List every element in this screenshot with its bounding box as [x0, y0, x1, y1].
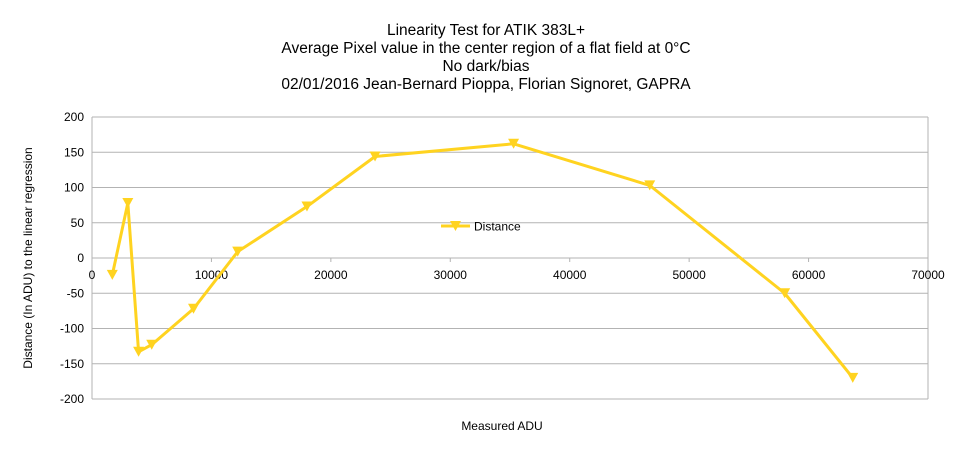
y-tick-label: -50	[67, 286, 85, 300]
y-axis-label: Distance (In ADU) to the linear regressi…	[21, 147, 35, 368]
data-point-marker	[146, 339, 158, 350]
x-tick-label: 30000	[434, 268, 468, 282]
data-point-marker	[508, 138, 520, 149]
series-line-distance	[110, 142, 854, 379]
data-point-marker	[369, 151, 381, 162]
data-point-marker	[301, 201, 313, 212]
y-tick-label: 150	[64, 145, 84, 159]
y-tick-label: 200	[64, 110, 84, 124]
y-tick-labels: 200 150 100 50 0 -50 -100 -150 -200	[60, 110, 84, 406]
axes	[91, 117, 929, 399]
data-point-marker	[106, 269, 118, 280]
data-point-marker	[133, 346, 145, 357]
x-tick-label: 0	[89, 268, 96, 282]
y-tick-label: 0	[77, 251, 84, 265]
y-tick-label: -200	[60, 392, 84, 406]
data-point-marker	[644, 180, 656, 191]
title-line-2: Average Pixel value in the center region…	[281, 40, 690, 57]
y-tick-label: -150	[60, 357, 84, 371]
x-tick-label: 10000	[195, 268, 229, 282]
y-tick-label: 50	[71, 216, 85, 230]
title-line-1: Linearity Test for ATIK 383L+	[387, 22, 585, 39]
data-point-marker	[779, 288, 791, 299]
data-point-marker	[122, 198, 134, 209]
title-line-3: No dark/bias	[442, 58, 529, 75]
x-tick-label: 70000	[911, 268, 945, 282]
data-point-marker	[232, 246, 244, 257]
legend-label: Distance	[474, 220, 521, 234]
chart-title: Linearity Test for ATIK 383L+ Average Pi…	[281, 22, 691, 93]
title-line-4: 02/01/2016 Jean-Bernard Pioppa, Florian …	[281, 76, 691, 93]
x-axis-label: Measured ADU	[461, 419, 542, 433]
gridlines	[92, 116, 928, 400]
x-tick-label: 50000	[672, 268, 706, 282]
series-distance	[106, 138, 859, 383]
x-tick-label: 40000	[553, 268, 587, 282]
y-tick-label: 100	[64, 181, 84, 195]
data-point-marker	[188, 303, 200, 314]
x-tick-label: 60000	[792, 268, 826, 282]
legend-marker-triangle-down	[450, 221, 461, 231]
data-point-marker	[847, 372, 859, 383]
y-tick-label: -100	[60, 322, 84, 336]
x-tick-labels: 0 10000 20000 30000 40000 50000 60000 70000	[89, 268, 945, 282]
x-tick-label: 20000	[314, 268, 348, 282]
legend: Distance	[441, 220, 521, 234]
